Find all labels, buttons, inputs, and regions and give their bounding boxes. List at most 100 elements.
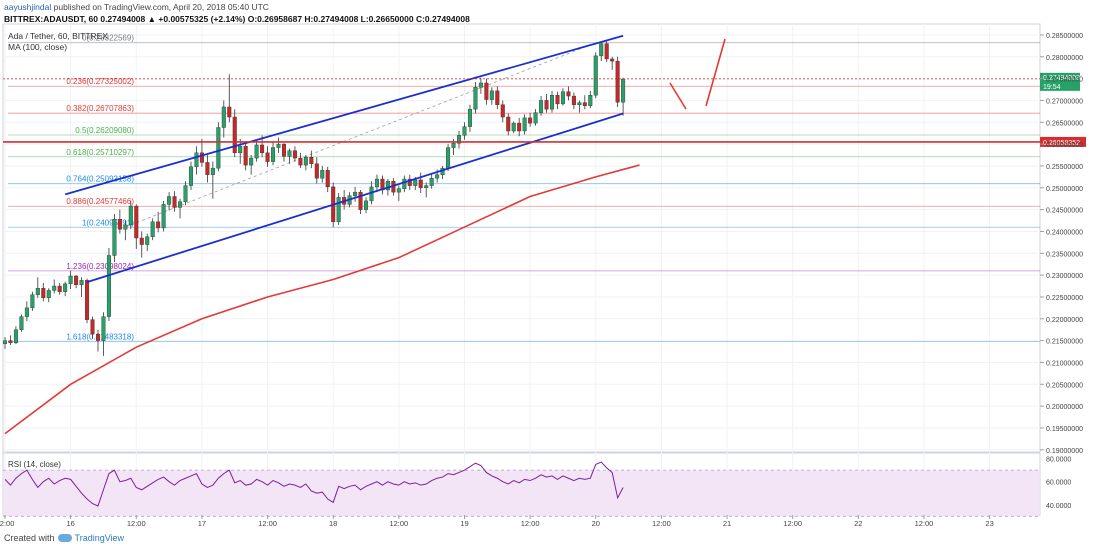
candle-up — [19, 316, 24, 330]
candle-down — [555, 94, 560, 105]
x-tick-label: 22 — [854, 519, 862, 528]
candle-up — [446, 147, 451, 169]
candle-up — [593, 55, 598, 96]
candle-down — [506, 116, 511, 132]
x-tick-label: 21 — [723, 519, 731, 528]
candle-down — [243, 146, 248, 166]
y-tick-label: 0.28500000 — [1046, 33, 1083, 40]
candle-down — [544, 100, 549, 110]
y-axis: 0.28500000 0.28000000 0.27500000 0.27000000… — [1040, 33, 1083, 455]
candle-down — [227, 106, 232, 118]
candle-up — [183, 185, 188, 202]
candle-down — [418, 179, 423, 188]
candle-up — [249, 157, 254, 166]
rsi-tick-label: 60.0000 — [1046, 480, 1071, 487]
candle-up — [216, 127, 221, 169]
arrows — [669, 38, 726, 110]
candle-up — [462, 126, 467, 136]
candle-up — [457, 135, 462, 144]
candle-down — [199, 152, 204, 163]
author-link[interactable]: aayushjindal — [4, 2, 52, 12]
candle-up — [511, 122, 516, 132]
rsi-line — [4, 461, 624, 507]
candle-down — [484, 82, 489, 100]
y-tick-label: 0.25000000 — [1046, 186, 1083, 193]
candle-up — [424, 185, 429, 188]
candle-down — [265, 152, 270, 162]
y-tick-label: 0.21000000 — [1046, 360, 1083, 367]
candle-down — [571, 95, 576, 105]
candle-down — [566, 91, 571, 97]
candle-up — [13, 329, 18, 344]
candle-up — [101, 316, 106, 341]
candle-down — [325, 170, 330, 188]
candle-down — [517, 122, 522, 132]
y-tick-label: 0.22000000 — [1046, 317, 1083, 324]
channel-upper-line — [64, 34, 624, 196]
x-tick-label: 18 — [329, 519, 337, 528]
candle-up — [473, 87, 478, 110]
y-tick-label: 0.26000000 — [1046, 142, 1083, 149]
candle-up — [194, 152, 199, 168]
tradingview-brand[interactable]: TradingView — [74, 533, 125, 543]
grid — [3, 24, 1040, 515]
candle-up — [254, 144, 259, 159]
fib-label: 1.618(0.21483318) — [66, 332, 134, 341]
x-tick-label: 17 — [198, 519, 206, 528]
candle-down — [358, 191, 363, 210]
candle-up — [402, 178, 407, 189]
candle-up — [188, 166, 193, 186]
arrow-down-stroke — [669, 82, 687, 110]
support-price-tag — [1040, 136, 1086, 147]
candle-up — [621, 78, 626, 103]
candle-down — [74, 275, 79, 285]
y-tick-label: 0.25500000 — [1046, 164, 1083, 171]
candle-up — [451, 143, 456, 148]
candle-down — [85, 280, 90, 320]
candle-up — [238, 146, 243, 154]
fib-label: 1(0.24095591) — [82, 218, 134, 227]
x-tick-label: 19 — [460, 519, 468, 528]
candle-down — [232, 116, 237, 154]
candle-down — [298, 157, 303, 166]
candle-up — [128, 205, 133, 226]
rsi-tick-label: 80.0000 — [1046, 457, 1071, 464]
candle-up — [364, 200, 369, 210]
x-tick-label: 12:00 — [0, 519, 14, 528]
y-tick-label: 0.19000000 — [1046, 448, 1083, 455]
candle-up — [123, 224, 128, 230]
candle-down — [582, 102, 587, 106]
candle-up — [30, 294, 35, 309]
y-tick-label: 0.27000000 — [1046, 98, 1083, 105]
candle-down — [95, 333, 100, 341]
candle-up — [167, 196, 172, 205]
fib-label: 0.618(0.25710297) — [66, 148, 134, 157]
candle-up — [577, 102, 582, 105]
x-axis: 12:00 16 12:00 17 12:00 18 12:00 19 12:00 20 12:00… — [0, 515, 994, 528]
y-tick-label: 0.27500000 — [1046, 77, 1083, 84]
candle-up — [320, 170, 325, 179]
x-tick-label: 12:00 — [783, 519, 802, 528]
candle-down — [172, 196, 177, 208]
created-with-text: Created with — [4, 533, 55, 543]
y-tick-label: 0.26500000 — [1046, 120, 1083, 127]
fib-label: 1.236(0.23098024) — [66, 262, 134, 271]
support: 0.26058352 0.27494008 19:54 — [3, 72, 1086, 147]
candle-up — [145, 236, 150, 245]
ma100-line — [4, 164, 640, 435]
rsi-tick-label: 40.0000 — [1046, 503, 1071, 510]
candle-up — [374, 178, 379, 188]
candle-up — [435, 174, 440, 179]
ma-legend: MA (100, close) — [8, 42, 67, 52]
x-tick-label: 12:00 — [258, 519, 277, 528]
candle-up — [336, 197, 341, 223]
publish-info: aayushjindal published on TradingView.co… — [4, 2, 269, 12]
fib-label: 0.236(0.27325002) — [66, 77, 134, 86]
candle-up — [489, 90, 494, 100]
y-tick-label: 0.20500000 — [1046, 382, 1083, 389]
x-tick-label: 16 — [66, 519, 74, 528]
y-tick-label: 0.19500000 — [1046, 426, 1083, 433]
ma-line — [4, 164, 640, 435]
candle-down — [134, 205, 139, 239]
